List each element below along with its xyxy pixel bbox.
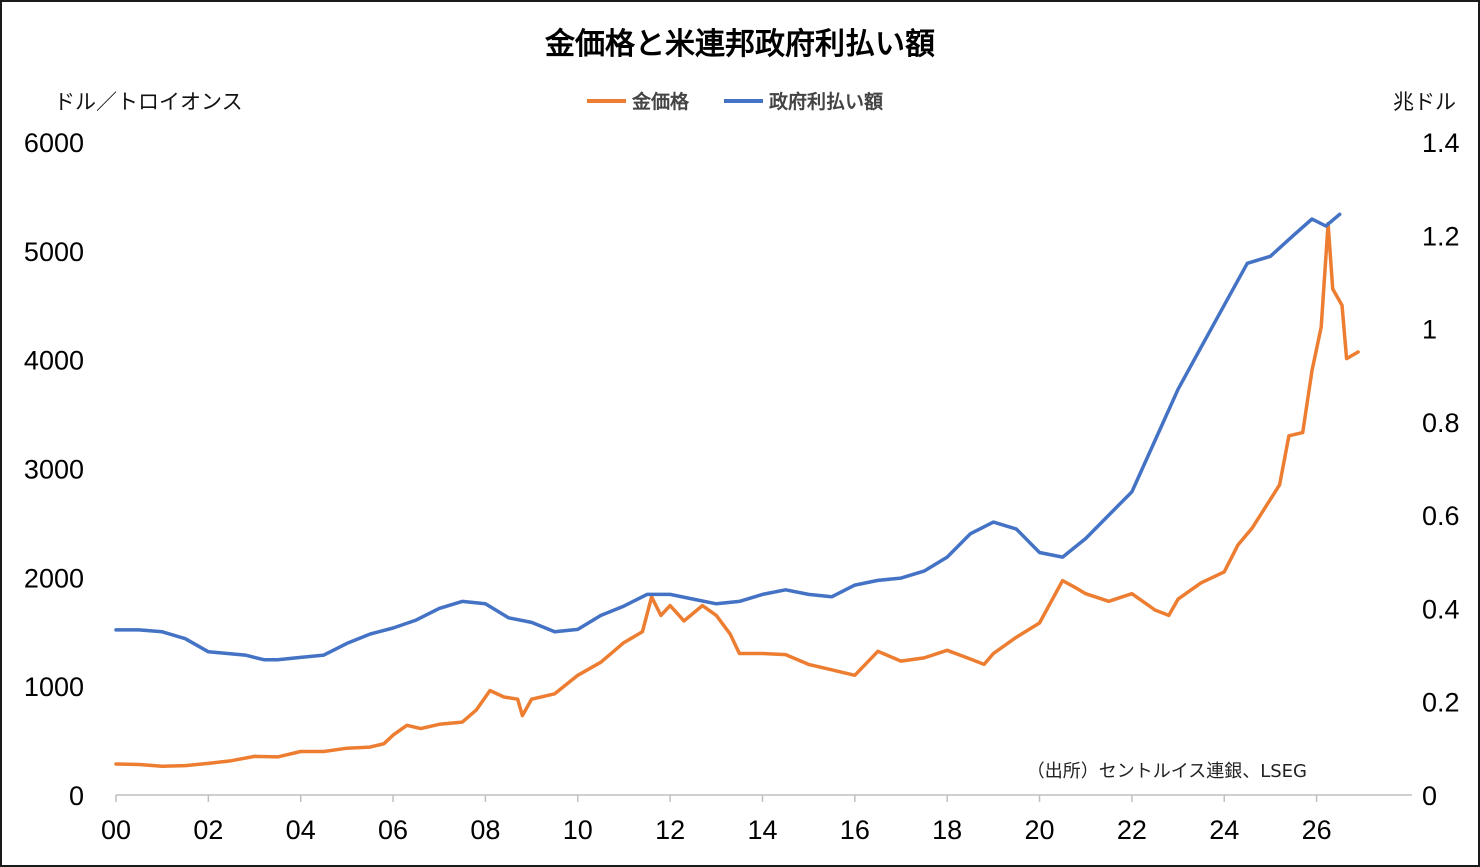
x-tick-label: 00 <box>101 815 131 845</box>
x-tick-label: 24 <box>1209 815 1239 845</box>
x-tick-label: 10 <box>563 815 593 845</box>
left-tick-label: 1000 <box>24 672 84 702</box>
right-tick-label: 0.8 <box>1422 408 1460 438</box>
x-tick-label: 26 <box>1302 815 1332 845</box>
right-axis-ticks: 0 0.2 0.4 0.6 0.8 1 1.2 1.4 <box>1422 128 1460 811</box>
left-tick-label: 0 <box>69 781 84 811</box>
x-tick-label: 18 <box>932 815 962 845</box>
right-tick-label: 0.6 <box>1422 501 1460 531</box>
right-tick-label: 1.4 <box>1422 128 1460 158</box>
right-axis-unit: 兆ドル <box>1393 90 1456 114</box>
left-tick-label: 4000 <box>24 346 84 376</box>
left-axis-ticks: 0 1000 2000 3000 4000 5000 6000 <box>24 128 84 811</box>
series-layer <box>114 212 1360 768</box>
gold-price-line <box>114 221 1360 768</box>
left-tick-label: 5000 <box>24 237 84 267</box>
x-tick-label: 20 <box>1025 815 1055 845</box>
x-tick-label: 22 <box>1117 815 1147 845</box>
x-tick-label: 12 <box>655 815 685 845</box>
right-tick-label: 0.4 <box>1422 594 1460 624</box>
legend-label-interest: 政府利払い額 <box>769 90 883 113</box>
right-tick-label: 1 <box>1422 315 1437 345</box>
x-tick-label: 16 <box>840 815 870 845</box>
interest-payments-line <box>114 212 1342 662</box>
x-tick-label: 04 <box>286 815 316 845</box>
source-note: （出所）セントルイス連銀、LSEG <box>1027 761 1307 782</box>
x-axis-ticks: 00 02 04 06 08 10 12 14 16 18 20 22 24 26 <box>101 795 1332 845</box>
left-tick-label: 6000 <box>24 128 84 158</box>
right-tick-label: 0.2 <box>1422 688 1460 718</box>
right-tick-label: 0 <box>1422 781 1437 811</box>
right-tick-label: 1.2 <box>1422 221 1460 251</box>
x-tick-label: 02 <box>193 815 223 845</box>
x-tick-label: 14 <box>747 815 777 845</box>
left-tick-label: 2000 <box>24 563 84 593</box>
chart-title: 金価格と米連邦政府利払い額 <box>544 27 935 62</box>
x-tick-label: 06 <box>378 815 408 845</box>
x-tick-label: 08 <box>470 815 500 845</box>
legend-label-gold: 金価格 <box>631 90 690 113</box>
left-tick-label: 3000 <box>24 455 84 485</box>
left-axis-unit: ドル／トロイオンス <box>54 90 243 114</box>
legend: 金価格 政府利払い額 <box>587 90 883 113</box>
